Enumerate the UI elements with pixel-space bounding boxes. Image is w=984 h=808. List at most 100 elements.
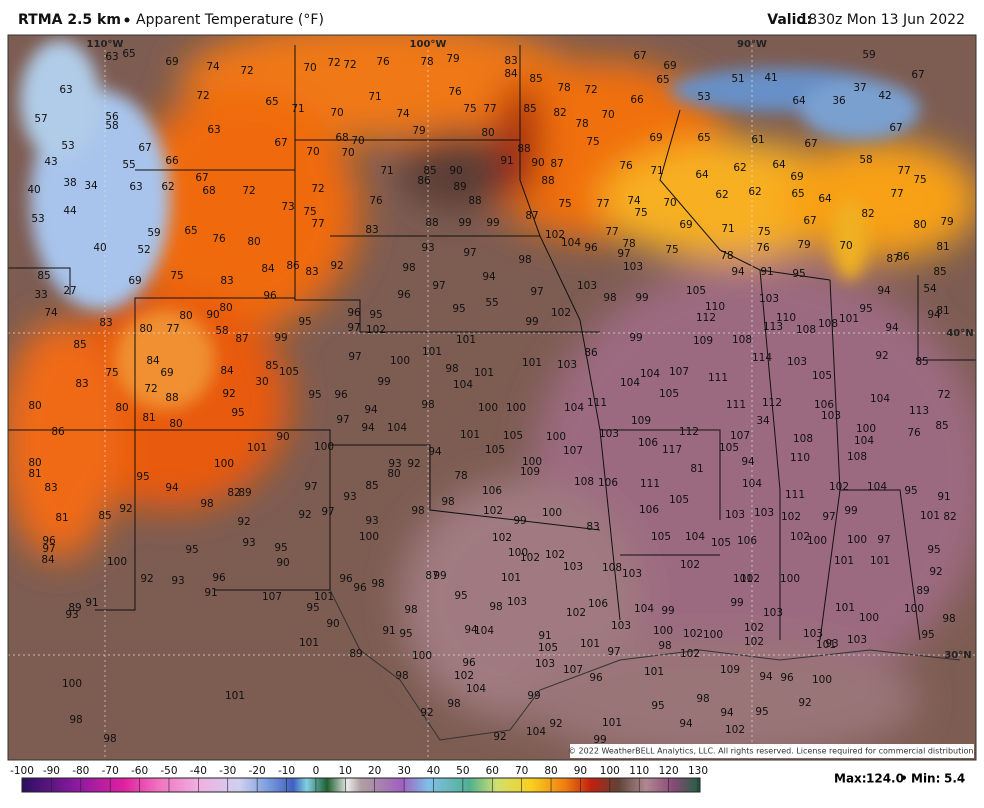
station-value: 92 <box>222 388 235 400</box>
copyright-box <box>570 744 974 758</box>
station-value: 100 <box>542 507 562 519</box>
colorbar-tick-label: -90 <box>43 765 60 777</box>
station-value: 99 <box>629 332 642 344</box>
station-value: 105 <box>659 388 679 400</box>
station-value: 93 <box>421 242 434 254</box>
station-value: 74 <box>396 108 410 120</box>
station-value: 105 <box>812 370 832 382</box>
station-value: 72 <box>327 57 340 69</box>
station-value: 76 <box>907 427 921 439</box>
station-value: 101 <box>644 666 664 678</box>
station-value: 76 <box>376 56 390 68</box>
station-value: 97 <box>432 280 445 292</box>
station-value: 108 <box>818 318 838 330</box>
station-value: 43 <box>44 156 57 168</box>
station-value: 86 <box>896 251 910 263</box>
station-value: 76 <box>448 86 462 98</box>
station-value: 94 <box>679 718 693 730</box>
station-value: 97 <box>42 543 55 555</box>
station-value: 100 <box>856 423 876 435</box>
station-value: 85 <box>73 339 86 351</box>
station-value: 100 <box>359 531 379 543</box>
colorbar-tick-label: -60 <box>131 765 148 777</box>
station-value: 95 <box>927 544 940 556</box>
station-value: 98 <box>69 714 82 726</box>
station-value: 99 <box>433 570 446 582</box>
station-value: 98 <box>447 698 460 710</box>
grid-label: 100°W <box>410 39 447 50</box>
colorbar-tick-label: 40 <box>427 765 440 777</box>
station-value: 80 <box>387 468 400 480</box>
colorbar-tick-label: -50 <box>160 765 177 777</box>
station-value: 106 <box>639 504 659 516</box>
station-value: 93 <box>65 609 78 621</box>
station-value: 34 <box>756 415 770 427</box>
station-value: 111 <box>640 478 660 490</box>
station-value: 96 <box>462 657 476 669</box>
station-value: 103 <box>563 561 583 573</box>
station-value: 102 <box>545 229 565 241</box>
station-value: 82 <box>553 107 566 119</box>
grid-label: 40°N <box>946 328 973 339</box>
station-value: 89 <box>238 487 251 499</box>
station-value: 96 <box>339 573 353 585</box>
station-value: 98 <box>658 640 671 652</box>
station-value: 97 <box>607 646 620 658</box>
station-value: 80 <box>139 323 152 335</box>
station-value: 97 <box>348 351 361 363</box>
colorbar-tick-label: -70 <box>102 765 119 777</box>
station-value: 102 <box>454 670 474 682</box>
station-value: 86 <box>417 175 431 187</box>
station-value: 90 <box>531 157 544 169</box>
station-value: 100 <box>859 612 879 624</box>
station-value: 85 <box>98 510 111 522</box>
station-value: 103 <box>599 428 619 440</box>
station-value: 99 <box>635 292 648 304</box>
station-value: 80 <box>219 302 232 314</box>
station-value: 85 <box>529 73 542 85</box>
station-value: 104 <box>387 422 407 434</box>
station-value: 78 <box>575 118 588 130</box>
station-value: 96 <box>42 535 56 547</box>
station-value: 97 <box>617 248 630 260</box>
station-value: 94 <box>741 456 755 468</box>
station-value: 101 <box>299 637 319 649</box>
station-value: 87 <box>425 570 438 582</box>
graticule <box>8 40 976 760</box>
station-value: 98 <box>696 693 709 705</box>
station-value: 103 <box>759 293 779 305</box>
station-value: 102 <box>520 552 540 564</box>
valid-label: Valid: <box>767 12 812 28</box>
station-value: 67 <box>633 50 646 62</box>
station-value: 87 <box>886 253 899 265</box>
station-value: 85 <box>423 165 436 177</box>
station-value: 101 <box>733 573 753 585</box>
station-value: 106 <box>598 477 618 489</box>
station-value: 98 <box>395 670 408 682</box>
station-value: 95 <box>136 471 149 483</box>
station-value: 78 <box>720 250 733 262</box>
station-value: 88 <box>165 392 178 404</box>
station-value: 93 <box>365 515 378 527</box>
station-value: 34 <box>84 180 98 192</box>
station-value: 64 <box>792 95 806 107</box>
station-value: 70 <box>306 146 319 158</box>
station-value: 85 <box>933 266 946 278</box>
station-value: 97 <box>304 481 317 493</box>
station-value: 94 <box>927 309 941 321</box>
colorbar-ticks: -100 -90 -80 -70 -60 -50 -40 -30 -20 -10 0 10 20 30 40… <box>10 765 708 792</box>
station-value: 105 <box>686 285 706 297</box>
station-value: 97 <box>530 286 543 298</box>
station-value: 97 <box>463 247 476 259</box>
station-value: 72 <box>584 84 597 96</box>
station-value: 81 <box>690 463 703 475</box>
station-value: 92 <box>330 260 343 272</box>
station-value: 52 <box>137 244 150 256</box>
station-value: 41 <box>764 72 777 84</box>
station-value: 94 <box>464 624 478 636</box>
station-value: 101 <box>835 602 855 614</box>
station-value: 101 <box>839 313 859 325</box>
station-value: 100 <box>508 547 528 559</box>
station-value: 95 <box>306 602 319 614</box>
station-value: 101 <box>522 357 542 369</box>
